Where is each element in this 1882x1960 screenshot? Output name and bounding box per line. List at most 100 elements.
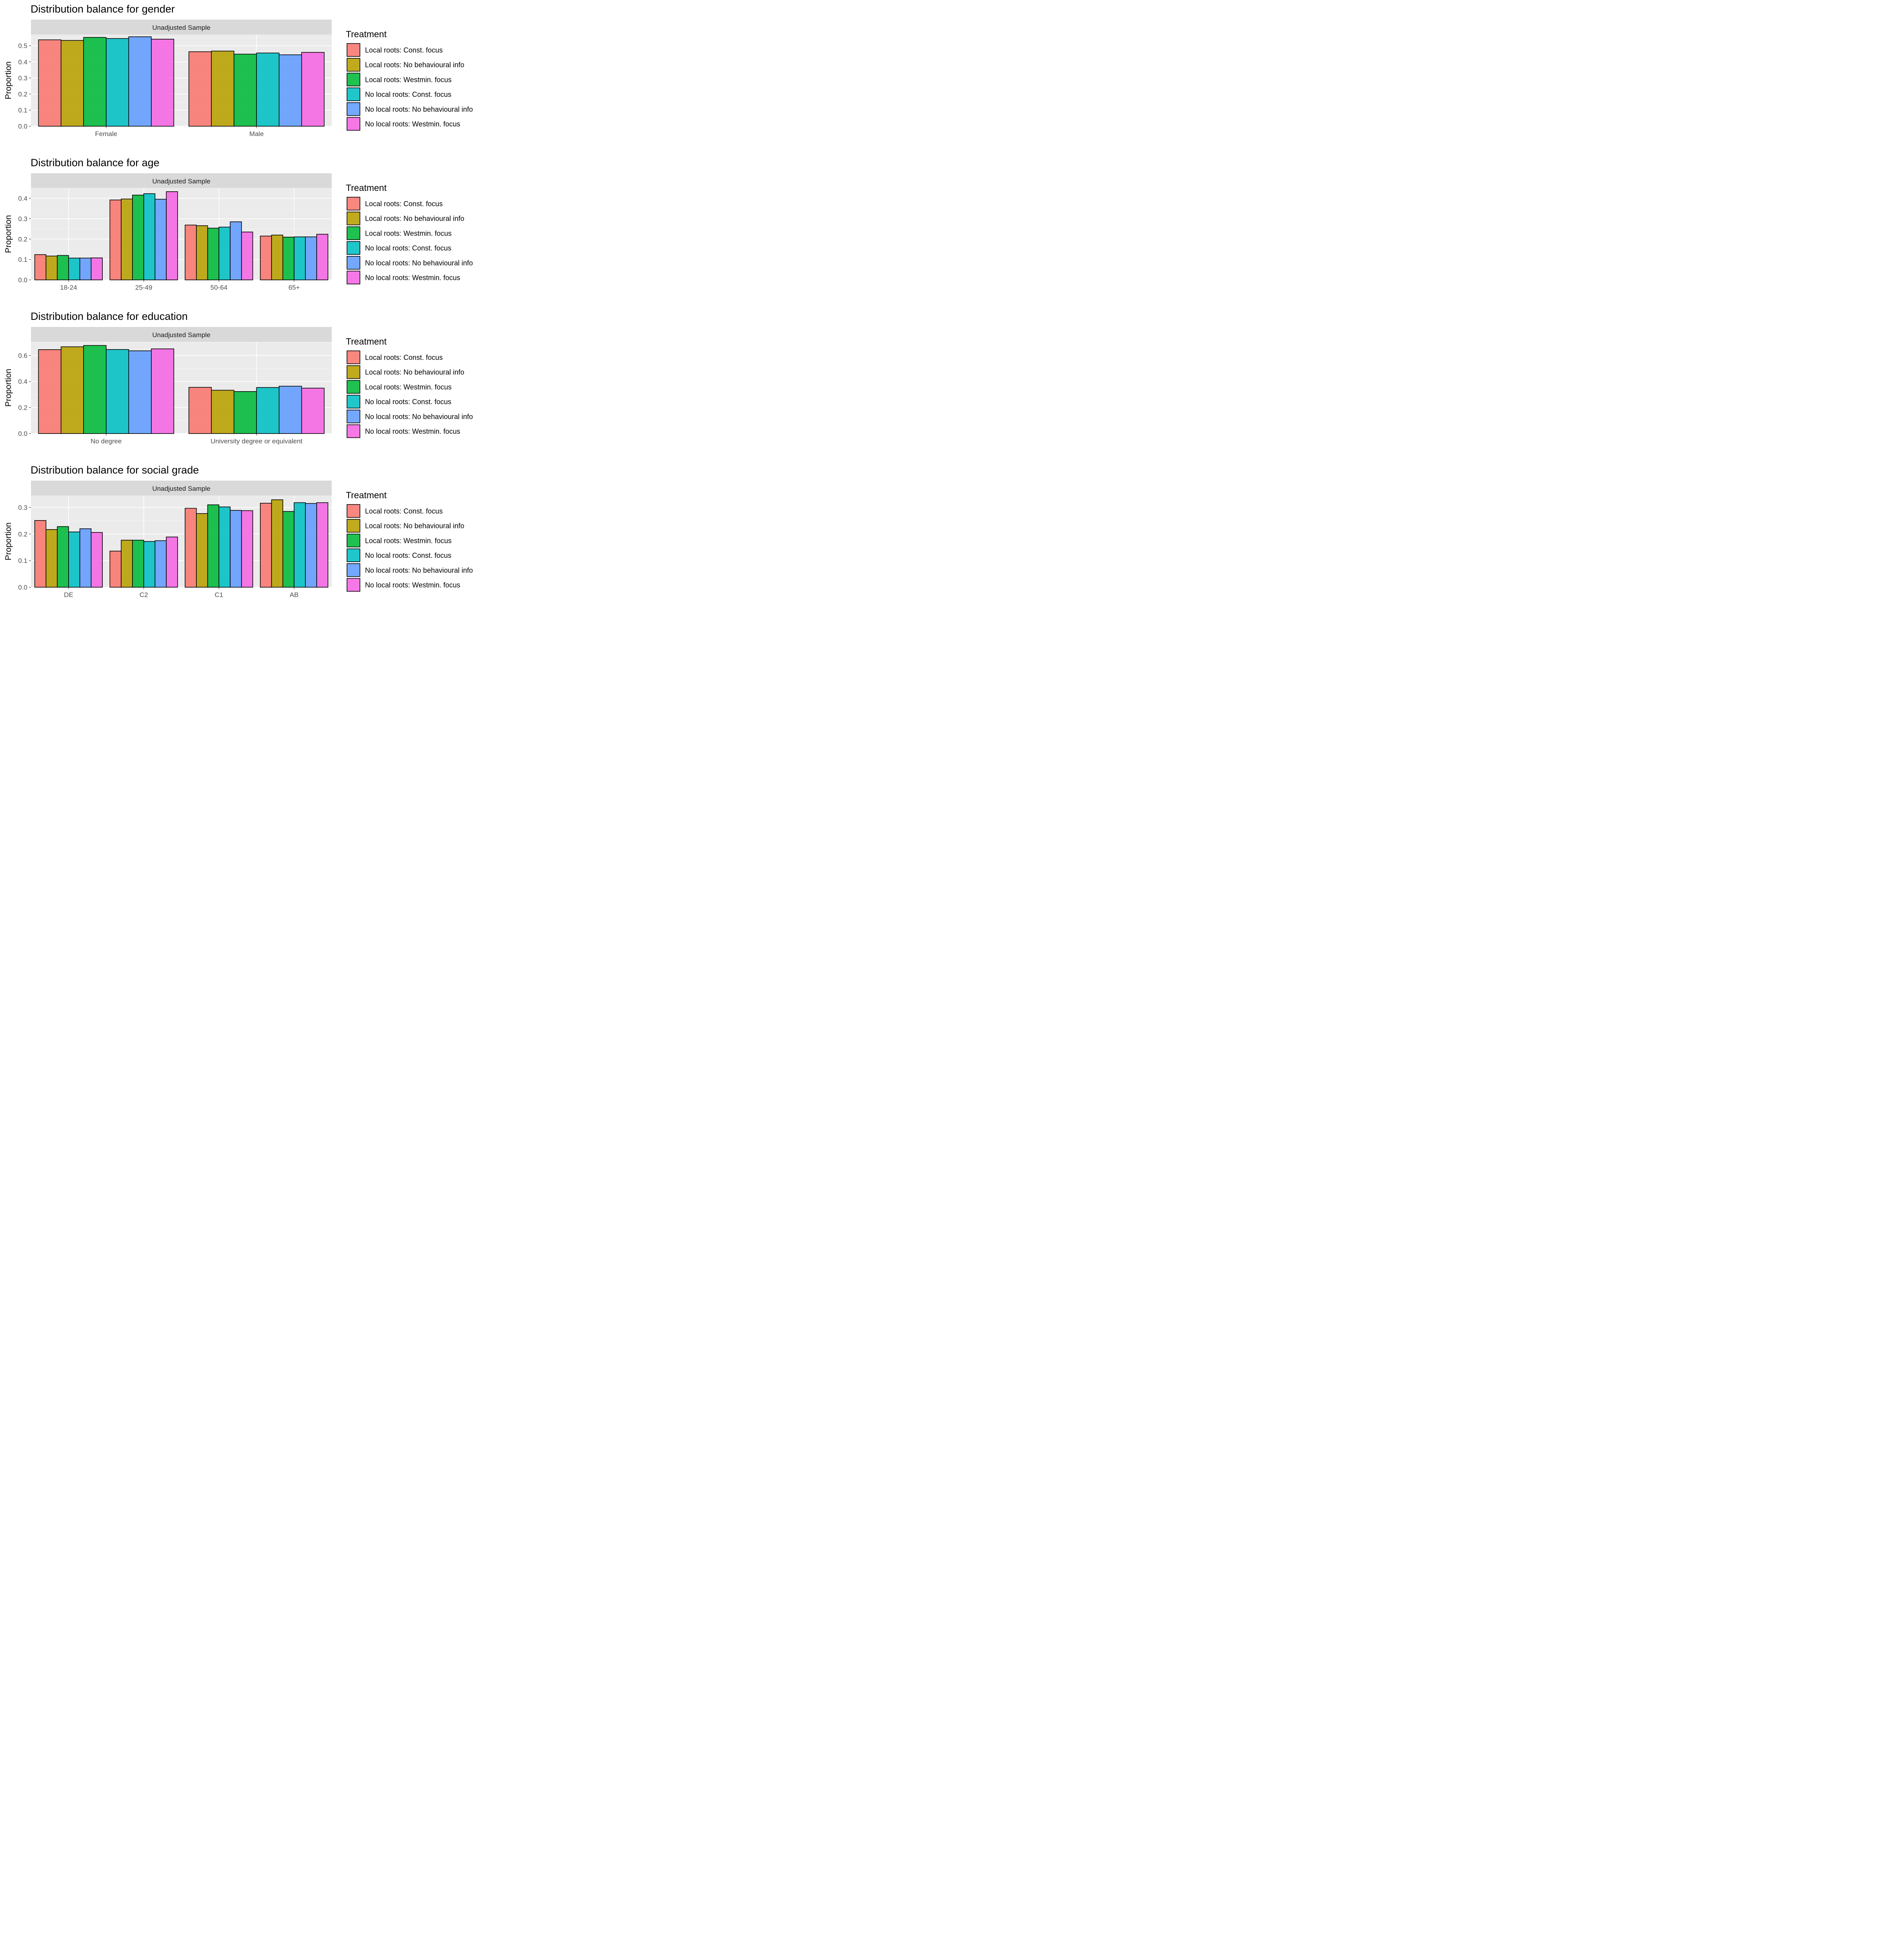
legend-label-no-local-roots-const-focus: No local roots: Const. focus <box>365 552 451 559</box>
y-tick-label: 0.2 <box>18 236 27 243</box>
bar-male-no-local-roots-no-behavioural-info <box>278 54 302 127</box>
bar-c1-local-roots-westmin-focus <box>207 504 220 588</box>
bar-university-degree-or-equivalent-local-roots-const-focus <box>188 387 212 434</box>
legend-label-local-roots-const-focus: Local roots: Const. focus <box>365 200 443 208</box>
bar-female-no-local-roots-const-focus <box>105 38 129 127</box>
y-tick-label: 0.0 <box>18 584 27 591</box>
chart-title: Distribution balance for social grade <box>31 464 199 476</box>
bar-50-64-local-roots-const-focus <box>185 225 197 280</box>
bar-de-local-roots-const-focus <box>34 520 47 588</box>
legend-label-no-local-roots-const-focus: No local roots: Const. focus <box>365 244 451 252</box>
facet-strip-label: Unadjusted Sample <box>152 331 210 339</box>
bar-25-49-no-local-roots-westmin-focus <box>166 191 178 280</box>
legend-label-local-roots-westmin-focus: Local roots: Westmin. focus <box>365 537 452 544</box>
bar-c2-local-roots-no-behavioural-info <box>121 540 133 588</box>
bar-university-degree-or-equivalent-local-roots-no-behavioural-info <box>211 390 234 434</box>
bar-25-49-no-local-roots-no-behavioural-info <box>154 199 167 280</box>
bar-male-local-roots-westmin-focus <box>233 54 257 127</box>
facet-strip-label: Unadjusted Sample <box>152 24 210 31</box>
bar-female-local-roots-const-focus <box>38 39 62 127</box>
x-tick-label: 65+ <box>289 284 300 291</box>
legend-swatch-local-roots-const-focus <box>347 43 360 57</box>
legend-label-local-roots-westmin-focus: Local roots: Westmin. focus <box>365 383 452 391</box>
x-tick-label: 18-24 <box>60 284 77 291</box>
x-tick-label: 50-64 <box>211 284 227 291</box>
chart-title: Distribution balance for education <box>31 310 188 322</box>
x-tick-label: AB <box>290 591 299 599</box>
y-tick-label: 0.3 <box>18 74 27 82</box>
bar-c1-no-local-roots-westmin-focus <box>241 510 253 588</box>
x-tick-label: C2 <box>140 591 148 599</box>
bar-c2-local-roots-const-focus <box>109 550 122 588</box>
x-tick-label: C1 <box>215 591 223 599</box>
legend-swatch-local-roots-no-behavioural-info <box>347 519 360 533</box>
legend-swatch-local-roots-westmin-focus <box>347 73 360 87</box>
legend-swatch-local-roots-no-behavioural-info <box>347 211 360 225</box>
bar-no-degree-no-local-roots-const-focus <box>105 349 129 434</box>
bar-65-no-local-roots-westmin-focus <box>316 234 329 280</box>
bar-ab-local-roots-no-behavioural-info <box>271 499 283 588</box>
y-tick-label: 0.0 <box>18 430 27 437</box>
chart-title: Distribution balance for gender <box>31 3 175 15</box>
bar-50-64-no-local-roots-westmin-focus <box>241 232 253 280</box>
bar-18-24-no-local-roots-westmin-focus <box>91 258 103 280</box>
bar-65-local-roots-westmin-focus <box>282 237 294 280</box>
legend: Treatment Local roots: Const. focus Local … <box>346 183 473 285</box>
bar-no-degree-no-local-roots-westmin-focus <box>151 348 174 434</box>
legend-label-no-local-roots-no-behavioural-info: No local roots: No behavioural info <box>365 259 473 267</box>
x-tick-label: DE <box>64 591 73 599</box>
bar-18-24-local-roots-westmin-focus <box>57 255 69 280</box>
x-tick-label: No degree <box>91 437 122 445</box>
legend: Treatment Local roots: Const. focus Local … <box>346 336 473 438</box>
bar-male-local-roots-no-behavioural-info <box>211 51 234 127</box>
bar-ab-local-roots-const-focus <box>260 503 272 588</box>
legend-swatch-local-roots-westmin-focus <box>347 226 360 240</box>
bar-25-49-local-roots-westmin-focus <box>132 194 144 280</box>
y-tick-label: 0.4 <box>18 58 27 66</box>
facet-strip <box>31 20 332 34</box>
x-tick-label: University degree or equivalent <box>211 437 303 445</box>
bar-de-no-local-roots-const-focus <box>68 532 80 588</box>
bar-18-24-no-local-roots-const-focus <box>68 258 80 280</box>
bar-university-degree-or-equivalent-no-local-roots-westmin-focus <box>301 388 325 434</box>
legend-swatch-no-local-roots-no-behavioural-info <box>347 563 360 577</box>
bar-18-24-no-local-roots-no-behavioural-info <box>79 258 92 280</box>
y-tick-label: 0.4 <box>18 195 27 202</box>
bar-female-local-roots-westmin-focus <box>83 37 107 127</box>
legend: Treatment Local roots: Const. focus Local … <box>346 490 473 592</box>
legend-label-no-local-roots-const-focus: No local roots: Const. focus <box>365 91 451 98</box>
legend-swatch-local-roots-no-behavioural-info <box>347 365 360 379</box>
legend: Treatment Local roots: Const. focus Local … <box>346 29 473 131</box>
facet-strip-label: Unadjusted Sample <box>152 178 210 185</box>
chart-panel-2: Distribution balance for age Unadjusted S… <box>4 157 473 291</box>
legend-swatch-no-local-roots-const-focus <box>347 548 360 562</box>
legend-label-local-roots-no-behavioural-info: Local roots: No behavioural info <box>365 368 464 376</box>
y-tick-label: 0.5 <box>18 42 27 50</box>
bar-ab-no-local-roots-no-behavioural-info <box>305 503 317 588</box>
chart-panel-1: Distribution balance for gender Unadjuste… <box>4 3 473 138</box>
bar-65-no-local-roots-const-focus <box>294 236 306 280</box>
legend-swatch-no-local-roots-westmin-focus <box>347 117 360 131</box>
bar-50-64-local-roots-westmin-focus <box>207 228 220 280</box>
legend-label-local-roots-no-behavioural-info: Local roots: No behavioural info <box>365 61 464 69</box>
bar-25-49-no-local-roots-const-focus <box>143 193 156 280</box>
bar-no-degree-no-local-roots-no-behavioural-info <box>128 350 152 434</box>
bar-university-degree-or-equivalent-no-local-roots-no-behavioural-info <box>278 386 302 434</box>
bar-50-64-no-local-roots-no-behavioural-info <box>230 221 242 280</box>
legend-swatch-local-roots-no-behavioural-info <box>347 58 360 72</box>
legend-label-no-local-roots-no-behavioural-info: No local roots: No behavioural info <box>365 566 473 574</box>
chart-panel-3: Distribution balance for education Unadju… <box>4 310 473 445</box>
legend-swatch-local-roots-const-focus <box>347 197 360 211</box>
legend-swatch-local-roots-westmin-focus <box>347 380 360 394</box>
legend-label-local-roots-no-behavioural-info: Local roots: No behavioural info <box>365 522 464 530</box>
y-tick-label: 0.2 <box>18 91 27 98</box>
bar-female-local-roots-no-behavioural-info <box>60 40 84 127</box>
bar-no-degree-local-roots-const-focus <box>38 349 62 434</box>
legend-swatch-no-local-roots-no-behavioural-info <box>347 409 360 423</box>
bar-female-no-local-roots-westmin-focus <box>151 39 174 127</box>
y-tick-label: 0.4 <box>18 378 27 385</box>
y-tick-label: 0.1 <box>18 256 27 263</box>
legend-title: Treatment <box>346 490 387 500</box>
y-tick-label: 0.0 <box>18 276 27 284</box>
legend-swatch-no-local-roots-no-behavioural-info <box>347 102 360 116</box>
